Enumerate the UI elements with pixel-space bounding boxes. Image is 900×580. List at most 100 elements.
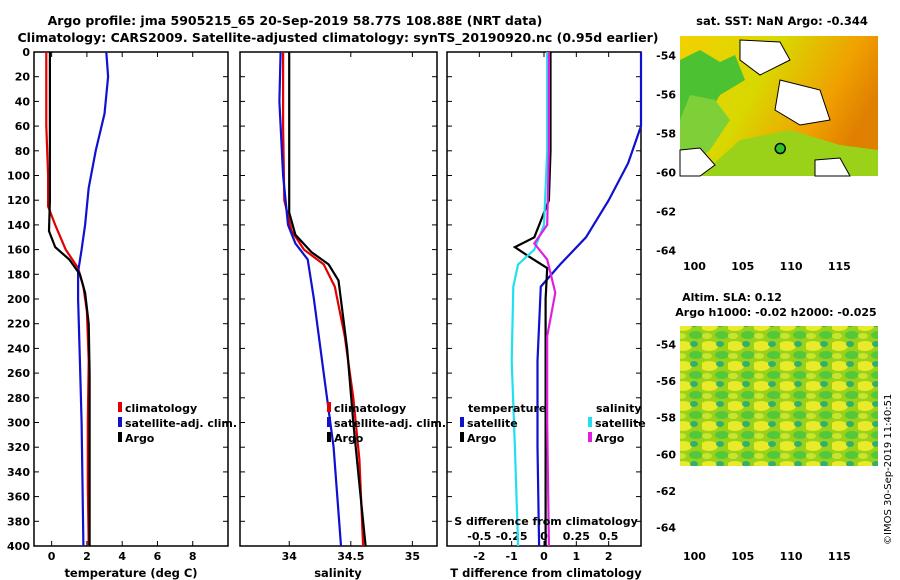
x-tick-label: 1 [573, 550, 581, 563]
legend-swatch-t-satellite [460, 417, 464, 427]
s-difference-label: S difference from climatology [454, 515, 638, 528]
sla-title2: Argo h1000: -0.02 h2000: -0.025 [675, 306, 876, 319]
legend-swatch-satellite [118, 417, 122, 427]
legend-t-argo: Argo [467, 432, 497, 445]
depth-tick-label: 240 [7, 342, 30, 355]
legend-swatch-s-argo [588, 432, 592, 442]
depth-tick-label: 340 [7, 466, 30, 479]
x-tick-label: 4 [118, 550, 126, 563]
legend-s-argo: Argo [595, 432, 625, 445]
x-tick-label: 2 [605, 550, 613, 563]
map-lat-label: -58 [656, 412, 676, 425]
depth-tick-label: 80 [15, 145, 31, 158]
legend-s-satellite: satellite [595, 417, 646, 430]
panel-2-series [510, 52, 643, 547]
depth-tick-label: 400 [7, 540, 30, 553]
map-lat-label: -64 [656, 245, 676, 258]
map-lat-label: -56 [656, 375, 676, 388]
map-lon-label: 100 [683, 260, 706, 273]
legend-swatch-argo [327, 432, 331, 442]
axis-ticks: 0 2 4 6 8 34 34.5 35 -2 -1 0 1 2 -0.5 -0.25 0 0.25 0.5 [34, 51, 641, 563]
map-lon-label: 115 [828, 260, 851, 273]
map-lat-label: -56 [656, 89, 676, 102]
s-diff-tick-label: -0.5 [467, 530, 491, 543]
difference-panel [446, 51, 642, 547]
x-tick-label: 0 [540, 550, 548, 563]
s-diff-tick-label: 0.5 [599, 530, 619, 543]
depth-tick-labels: 0 20 40 60 80 100 120 140 160 180 200 220 240 260 280 3… [7, 46, 30, 553]
map-lat-label: -60 [656, 167, 676, 180]
depth-tick-label: 60 [15, 120, 31, 133]
s-diff-tick-label: 0.25 [563, 530, 590, 543]
x-tick-label: -1 [506, 550, 518, 563]
series-line-argo [288, 52, 367, 547]
legend-salinity-title: salinity [596, 402, 642, 415]
legend-swatch-climatology [118, 402, 122, 412]
map-lon-label: 105 [731, 550, 754, 563]
temperature-panel [33, 51, 229, 547]
depth-tick-label: 200 [7, 293, 30, 306]
salinity-panel [239, 51, 438, 547]
legend-swatch-t-argo [460, 432, 464, 442]
map-lat-label: -58 [656, 128, 676, 141]
depth-tick-label: 360 [7, 491, 30, 504]
temperature-legend: climatology satellite-adj. clim. Argo [118, 402, 237, 445]
depth-tick-label: 220 [7, 318, 30, 331]
header-line1: Argo profile: jma 5905215_65 20-Sep-2019… [48, 13, 543, 29]
depth-tick-label: 180 [7, 268, 30, 281]
salinity-xlabel: salinity [314, 566, 362, 580]
series-line-argo [47, 52, 91, 546]
legend-swatch-climatology [327, 402, 331, 412]
x-tick-label: 34.5 [337, 550, 364, 563]
depth-tick-label: 140 [7, 219, 30, 232]
legend-t-satellite: satellite [467, 417, 518, 430]
map-lat-label: -62 [656, 485, 676, 498]
x-tick-label: 6 [154, 550, 162, 563]
legend-swatch-argo [118, 432, 122, 442]
sst-title: sat. SST: NaN Argo: -0.344 [696, 14, 868, 28]
depth-tick-label: 40 [15, 95, 31, 108]
map-lat-label: -54 [656, 50, 676, 63]
sst-land-mask [679, 39, 878, 177]
depth-tick-label: 320 [7, 441, 30, 454]
profile-lines [45, 51, 643, 547]
depth-tick-label: 20 [15, 71, 31, 84]
legend-satellite: satellite-adj. clim. [125, 417, 237, 430]
s-diff-tick-label: 0 [540, 530, 548, 543]
difference-xlabel: T difference from climatology [450, 566, 642, 580]
map-lat-label: -60 [656, 448, 676, 461]
panel-0-series [45, 51, 110, 547]
x-tick-label: 0 [48, 550, 56, 563]
map-lon-label: 115 [828, 550, 851, 563]
legend-satellite: satellite-adj. clim. [334, 417, 446, 430]
map-lat-label: -54 [656, 338, 676, 351]
x-tick-label: -2 [473, 550, 485, 563]
salinity-legend: climatology satellite-adj. clim. Argo [327, 402, 446, 445]
sla-title1: Altim. SLA: 0.12 [682, 291, 782, 304]
x-tick-label: 8 [189, 550, 197, 563]
map-lat-label: -62 [656, 206, 676, 219]
s-diff-tick-label: -0.25 [496, 530, 528, 543]
depth-tick-label: 260 [7, 367, 30, 380]
map-lon-label: 100 [683, 550, 706, 563]
depth-tick-label: 280 [7, 392, 30, 405]
series-line-t-satellite [536, 52, 643, 547]
argo-location-marker [774, 142, 787, 155]
map-lon-label: 110 [780, 260, 803, 273]
imos-credit: ©IMOS 30-Sep-2019 11:40:51 [883, 394, 894, 545]
x-tick-label: 34 [282, 550, 298, 563]
map-lon-label: 110 [780, 550, 803, 563]
panel-1-series [278, 51, 367, 547]
depth-tick-label: 120 [7, 194, 30, 207]
legend-temperature-title: temperature [468, 402, 546, 415]
legend-swatch-s-satellite [588, 417, 592, 427]
legend-climatology: climatology [334, 402, 406, 415]
legend-swatch-satellite [327, 417, 331, 427]
x-tick-label: 35 [405, 550, 420, 563]
map-lat-label: -64 [656, 522, 676, 535]
map-lon-label: 105 [731, 260, 754, 273]
map-axis-ticks: 100 105 110 115 -54 -56 -58 -60 -62 -64 100 105 110 1… [656, 50, 851, 564]
depth-tick-label: 380 [7, 515, 30, 528]
depth-tick-label: 100 [7, 170, 30, 183]
